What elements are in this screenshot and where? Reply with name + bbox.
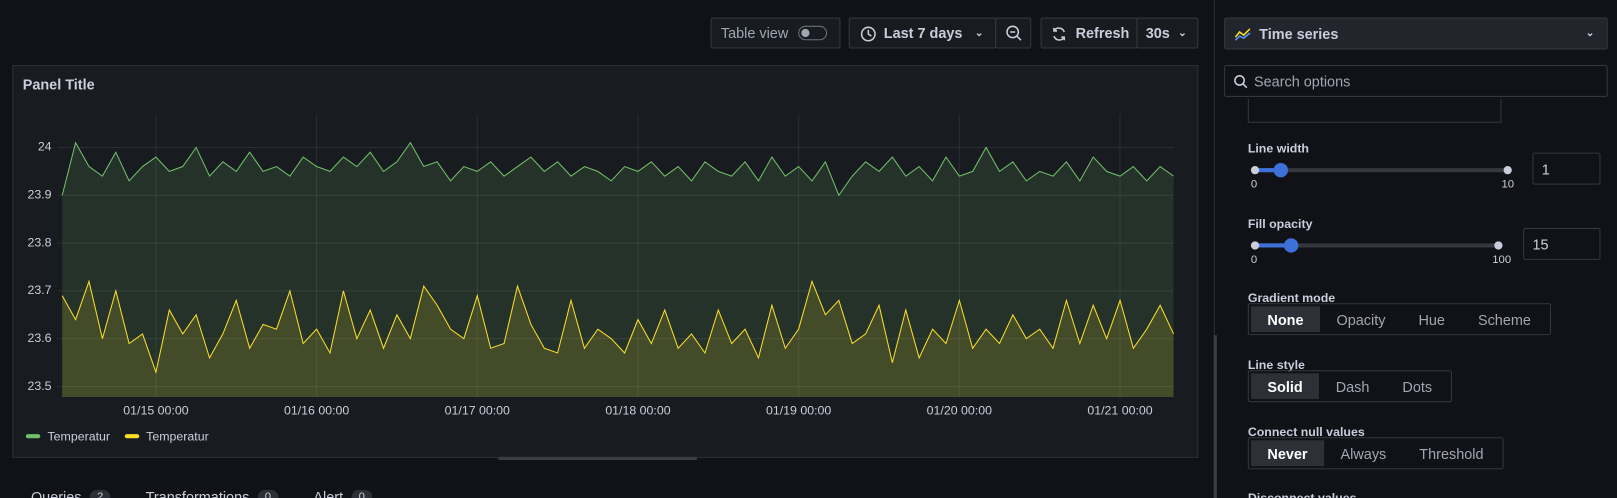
- legend-swatch: [124, 434, 139, 439]
- radio-option[interactable]: Dots: [1402, 377, 1433, 395]
- slider-min: 0: [1250, 253, 1258, 267]
- option-label: Line width: [1247, 141, 1309, 156]
- tab-label: Queries: [30, 488, 82, 498]
- interval-picker[interactable]: 30s ⌄: [1136, 17, 1199, 49]
- x-tick-label: 01/17 00:00: [445, 404, 510, 418]
- slider-fill: [1255, 243, 1292, 248]
- option-label: Line style: [1247, 357, 1305, 373]
- option-label: Disconnect values: [1248, 491, 1357, 498]
- x-tick-label: 01/19 00:00: [766, 404, 831, 418]
- radio-option[interactable]: Hue: [1418, 310, 1445, 328]
- slider-track: [1255, 243, 1499, 248]
- legend-swatch: [25, 434, 41, 439]
- table-view-label: Table view: [720, 24, 789, 42]
- interval: 30s: [1145, 24, 1170, 42]
- clipped-control: [1247, 99, 1502, 123]
- legend: Temperatur Temperatur: [25, 429, 209, 444]
- radio-option[interactable]: Opacity: [1336, 310, 1386, 328]
- panel: Panel Title 23.5 23.6 23.7 23.8 23.9 24 01/15 …: [12, 64, 1199, 458]
- x-tick-label: 01/16 00:00: [284, 404, 349, 418]
- tab[interactable]: Alert 0: [313, 488, 373, 498]
- radio-option[interactable]: Dash: [1335, 377, 1370, 395]
- tab-count: 0: [351, 489, 373, 498]
- tab-label: Transformations: [145, 488, 250, 498]
- search-options[interactable]: Search options: [1224, 64, 1608, 97]
- refresh-button[interactable]: Refresh: [1040, 17, 1138, 49]
- x-tick-label: 01/20 00:00: [927, 404, 992, 418]
- zoom-out[interactable]: [995, 17, 1032, 49]
- slider-max: 10: [1501, 178, 1515, 191]
- radio-option[interactable]: Solid: [1250, 373, 1320, 400]
- slider-end: [1250, 241, 1260, 250]
- visualization: Time series: [1259, 25, 1339, 42]
- series-area: [62, 142, 1174, 398]
- series-line: [61, 141, 1174, 197]
- slider-track: [1255, 168, 1508, 173]
- search-placeholder: Search options: [1254, 72, 1351, 90]
- y-tick-label: 23.9: [28, 188, 52, 202]
- y-tick-label: 23.8: [28, 235, 52, 249]
- zoom-icon: [1005, 25, 1021, 41]
- option-label: Connect null values: [1247, 424, 1365, 440]
- value-input[interactable]: 1: [1532, 152, 1601, 185]
- legend-label: Temperatur: [146, 429, 209, 444]
- x-tick-label: 01/18 00:00: [605, 404, 670, 418]
- options-scrollbar: [1213, 335, 1217, 498]
- legend-label: Temperatur: [47, 429, 111, 444]
- slider-end: [1250, 166, 1260, 175]
- visualization-picker[interactable]: Time series ⌄: [1224, 17, 1608, 50]
- x-tick-label: 01/15 00:00: [123, 404, 188, 418]
- slider-max: 100: [1492, 253, 1512, 267]
- tab[interactable]: Queries 2: [31, 489, 111, 498]
- scrollbar: [498, 456, 698, 460]
- table-view-toggle[interactable]: Table view: [710, 17, 841, 49]
- slider-handle[interactable]: [1284, 238, 1299, 253]
- radio-group: Never Always Threshold: [1247, 437, 1504, 470]
- tab-count: 2: [89, 489, 111, 498]
- option-label: Gradient mode: [1247, 290, 1336, 306]
- y-tick-label: 23.5: [28, 379, 52, 393]
- y-tick-label: 24: [38, 140, 52, 154]
- time-picker[interactable]: Last 7 days ⌄: [848, 17, 997, 49]
- radio-group: Solid Dash Dots: [1247, 370, 1452, 403]
- y-tick-label: 23.6: [28, 331, 52, 345]
- radio-option[interactable]: Never: [1250, 440, 1325, 467]
- tab-label: Alert: [313, 488, 344, 498]
- search-icon: [1234, 75, 1248, 89]
- radio-option[interactable]: Always: [1340, 444, 1387, 462]
- toggle: [798, 25, 828, 41]
- tabs: Queries 2 Transformations 0 Alert 0: [31, 488, 373, 498]
- time-range: Last 7 days: [883, 24, 963, 42]
- viz-icon: [1234, 28, 1251, 41]
- radio-group: None Opacity Hue Scheme: [1247, 303, 1551, 336]
- legend-item[interactable]: Temperatur: [124, 429, 209, 444]
- refresh-label: Refresh: [1075, 24, 1130, 42]
- panel-title: Panel Title: [22, 76, 95, 93]
- slider-handle[interactable]: [1273, 162, 1288, 178]
- option-label: Fill opacity: [1247, 216, 1313, 231]
- clock-icon: [860, 26, 876, 42]
- series-area: [62, 281, 1174, 398]
- legend-item[interactable]: Temperatur: [25, 429, 111, 444]
- value-input[interactable]: 15: [1523, 227, 1601, 260]
- divider: [1213, 0, 1215, 498]
- slider-fill: [1255, 168, 1281, 173]
- slider-end: [1503, 166, 1512, 175]
- x-tick-label: 01/21 00:00: [1087, 404, 1152, 418]
- tab[interactable]: Transformations 0: [146, 489, 279, 498]
- radio-option[interactable]: Threshold: [1419, 444, 1484, 462]
- series-line: [61, 279, 1175, 375]
- y-tick-label: 23.7: [28, 283, 52, 297]
- refresh-icon: [1053, 27, 1066, 41]
- slider-end: [1494, 241, 1503, 250]
- radio-option[interactable]: None: [1250, 306, 1320, 333]
- radio-option[interactable]: Scheme: [1477, 310, 1531, 328]
- slider-min: 0: [1250, 178, 1258, 191]
- chart: 23.5 23.6 23.7 23.8 23.9 24 01/15 00:00 01/16 0…: [28, 114, 1175, 418]
- tab-count: 0: [257, 489, 279, 498]
